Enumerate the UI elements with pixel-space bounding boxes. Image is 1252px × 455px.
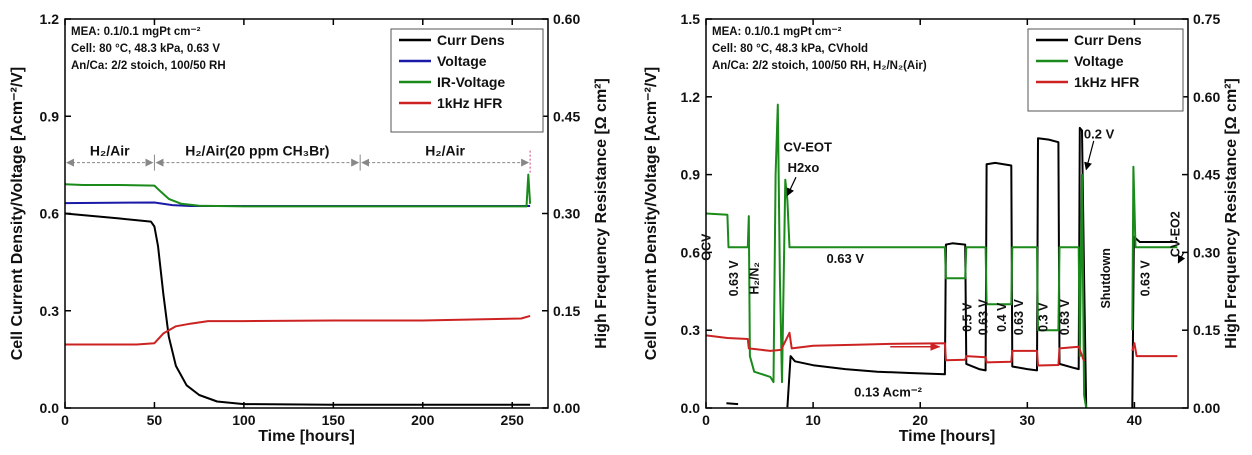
x-tick-label: 250 [501, 412, 525, 428]
series-line-curr-dens [65, 212, 531, 406]
x-tick-label: 0 [702, 412, 710, 428]
series-line-1khz-hfr [706, 331, 1178, 367]
y2-tick-label: 0.45 [553, 108, 580, 124]
y2-tick-label: 0.45 [1193, 167, 1220, 183]
annotation-label: 0.63 V [977, 299, 991, 336]
series-group [65, 173, 532, 406]
y-tick-label: 0.9 [681, 167, 701, 183]
pointer-arrow-02v [1084, 140, 1095, 171]
series-line-ir-voltage [65, 173, 532, 208]
y2-tick-label: 0.30 [1193, 244, 1220, 260]
legend-label: Curr Dens [1074, 32, 1142, 48]
annotation-label: Shutdown [1099, 248, 1113, 308]
x-tick-label: 200 [411, 412, 435, 428]
legend-label: 1kHz HFR [1074, 74, 1139, 90]
x-tick-label: 30 [1020, 412, 1036, 428]
x-axis-label: Time [hours] [899, 428, 996, 445]
info-line: An/Ca: 2/2 stoich, 100/50 RH, H₂/N₂(Air) [712, 60, 927, 72]
y-tick-label: 0.6 [40, 206, 60, 222]
y2-axis-label: High Frequency Resistance [Ω cm²] [593, 78, 610, 349]
info-line: MEA: 0.1/0.1 mgPt cm⁻² [712, 26, 842, 38]
chart-left-svg: 0 50 100 150 200 250 0.0 0.3 0.6 0.9 1.2 0.00 0.15 0.… [9, 11, 610, 445]
x-tick-label: 100 [232, 412, 256, 428]
y2-tick-label: 0.15 [553, 303, 580, 319]
x-tick-label: 50 [147, 412, 163, 428]
x-tick-label: 0 [61, 412, 69, 428]
y-axis-label: Cell Current Density/Voltage [Acm⁻²/V] [9, 67, 26, 361]
x-axis-label: Time [hours] [258, 428, 355, 445]
y2-tick-label: 0.60 [1193, 89, 1220, 105]
legend-label: Curr Dens [437, 32, 505, 48]
x-tick-label: 150 [322, 412, 346, 428]
info-line: Cell: 80 °C, 48.3 kPa, 0.63 V [71, 43, 220, 55]
series-line-voltage [706, 103, 1178, 408]
chart-left: 0 50 100 150 200 250 0.0 0.3 0.6 0.9 1.2 0.00 0.15 0.… [9, 11, 610, 445]
region-label: H₂/Air [90, 143, 130, 159]
annotation-label: 0.63 V [727, 260, 741, 297]
legend-label: IR-Voltage [437, 74, 505, 90]
annotation-label: 0.63 V [826, 251, 864, 266]
y-tick-label: 0.3 [681, 322, 701, 338]
y-tick-label: 1.5 [681, 11, 701, 27]
series-line-1khz-hfr [65, 314, 531, 346]
info-line: MEA: 0.1/0.1 mgPt cm⁻² [71, 26, 201, 38]
y-tick-label: 0.0 [40, 400, 60, 416]
annotation-label: CV-EOT [784, 139, 832, 154]
legend-label: 1kHz HFR [437, 95, 502, 111]
annotation-label: H₂/N₂ [747, 262, 761, 295]
chart-right-svg: 0 10 20 30 40 0.0 0.3 0.6 0.9 1.2 1.5 0.00 0.15 0.30 0… [643, 11, 1240, 445]
y2-tick-label: 0.15 [1193, 322, 1220, 338]
annotation-label: 0.4 V [995, 302, 1009, 332]
y-tick-label: 0.6 [681, 244, 701, 260]
legend-box [1027, 28, 1184, 112]
y-tick-label: 0.3 [40, 303, 60, 319]
y2-tick-label: 0.30 [553, 206, 580, 222]
pointer-arrow-cv-eo2 [1177, 252, 1186, 264]
x-tick-label: 20 [912, 412, 928, 428]
y-tick-label: 0.0 [681, 400, 701, 416]
y2-tick-label: 0.00 [1193, 400, 1220, 416]
legend-box [390, 28, 544, 133]
pointer-arrow-h2xo [786, 176, 797, 197]
annotation-label: 0.63 V [1138, 260, 1152, 297]
y2-tick-label: 0.75 [1193, 11, 1220, 27]
x-tick-label: 40 [1127, 412, 1143, 428]
annotation-label: CV-EO2 [1168, 211, 1182, 257]
annotation-label: H2xo [788, 160, 820, 175]
info-line: Cell: 80 °C, 48.3 kPa, CVhold [712, 43, 868, 55]
annotation-label: 0.3 V [1037, 302, 1051, 332]
y-tick-label: 1.2 [681, 89, 701, 105]
y-tick-label: 1.2 [40, 11, 60, 27]
y-axis-label: Cell Current Density/Voltage [Acm⁻²/V] [643, 67, 660, 361]
series-group [706, 103, 1178, 408]
annotation-label: 0.2 V [1084, 126, 1115, 141]
chart-right: 0 10 20 30 40 0.0 0.3 0.6 0.9 1.2 1.5 0.00 0.15 0.30 0… [626, 0, 1252, 455]
annotation-label: 0.13 Acm⁻² [854, 384, 922, 399]
y2-tick-label: 0.60 [553, 11, 580, 27]
x-tick-label: 10 [805, 412, 821, 428]
y-tick-label: 0.9 [40, 108, 60, 124]
y2-axis-label: High Frequency Resistance [Ω cm²] [1223, 78, 1240, 349]
region-label: H₂/Air [425, 143, 465, 159]
legend-label: Voltage [437, 53, 487, 69]
annotation-label: 0.63 V [1012, 299, 1026, 336]
annotation-label: 0.5 V [961, 302, 975, 332]
annotation-label: 0.63 V [1058, 299, 1072, 336]
plot-frame [705, 18, 1189, 409]
legend-label: Voltage [1074, 53, 1124, 69]
y2-tick-label: 0.00 [553, 400, 580, 416]
info-line: An/Ca: 2/2 stoich, 100/50 RH [71, 60, 226, 72]
annotation-label: OCV [699, 233, 713, 261]
region-label: H₂/Air(20 ppm CH₃Br) [185, 143, 329, 159]
